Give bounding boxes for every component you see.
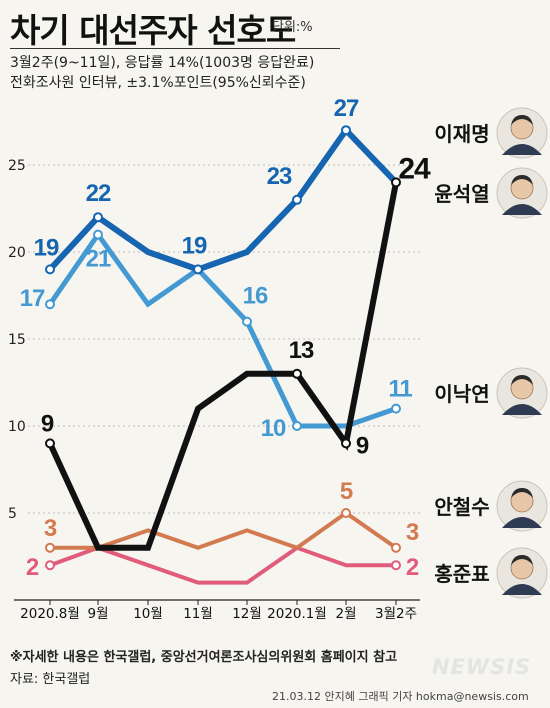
- data-point-안철수: [341, 508, 351, 518]
- credit-label: 21.03.12 안지혜 그래픽 기자 hokma@newsis.com: [272, 690, 529, 703]
- y-tick-label: 25: [8, 158, 26, 174]
- series-line-홍준표: [49, 545, 396, 585]
- series-line-안철수: [50, 510, 398, 551]
- data-label-윤석열: 24: [398, 152, 431, 185]
- x-tick-label: 2월: [335, 606, 356, 622]
- series-line-윤석열: [47, 181, 399, 551]
- portrait-hair-안철수: [511, 488, 533, 498]
- y-tick-label: 20: [8, 245, 26, 261]
- data-label-안철수: 3: [44, 515, 57, 542]
- series-line-이재명: [47, 125, 399, 273]
- data-label-안철수: 5: [340, 478, 353, 505]
- data-point-이재명: [93, 212, 103, 223]
- data-label-윤석열: 13: [289, 337, 314, 364]
- y-tick-label: 5: [8, 506, 17, 522]
- portrait-hair-홍준표: [511, 555, 533, 565]
- data-point-윤석열: [45, 438, 55, 449]
- source-label: 자료: 한국갤럽: [10, 672, 91, 687]
- portrait-hair-이낙연: [511, 375, 533, 385]
- x-tick-label: 10월: [133, 606, 163, 622]
- data-label-이재명: 19: [34, 234, 59, 261]
- unit-label: 단위:%: [272, 20, 313, 35]
- data-label-이낙연: 10: [261, 415, 286, 442]
- data-label-이낙연: 11: [388, 376, 412, 403]
- data-point-이낙연: [391, 403, 401, 414]
- x-tick-label: 11월: [183, 606, 213, 622]
- data-label-안철수: 3: [406, 519, 419, 546]
- data-point-이낙연: [45, 299, 55, 310]
- x-tick-label: 2020.8월: [20, 606, 80, 622]
- data-label-이낙연: 17: [20, 285, 45, 312]
- data-point-이재명: [341, 125, 351, 136]
- data-point-홍준표: [391, 560, 401, 571]
- title-divider: [10, 48, 340, 49]
- data-label-이재명: 22: [86, 180, 111, 207]
- data-point-홍준표: [45, 560, 55, 571]
- portrait-suit-안철수: [502, 517, 542, 528]
- data-point-안철수: [391, 542, 401, 553]
- y-tick-label: 10: [8, 419, 26, 435]
- data-label-이재명: 19: [182, 232, 207, 259]
- data-point-이재명: [292, 194, 302, 205]
- newsis-logo: NEWSIS: [432, 655, 532, 679]
- legend-label-윤석열: 윤석열: [434, 182, 489, 206]
- x-tick-label: 12월: [232, 606, 262, 622]
- subtitle-survey: 3월2주(9~11일), 응답률 14%(1003명 응답완료): [10, 55, 315, 71]
- data-point-이낙연: [93, 229, 103, 240]
- data-label-홍준표: 2: [26, 554, 39, 581]
- x-tick-label: 2020.1월: [267, 606, 327, 622]
- data-point-윤석열: [391, 177, 401, 188]
- subtitle-method: 전화조사원 인터뷰, ±3.1%포인트(95%신뢰수준): [10, 75, 306, 91]
- series-line-이낙연: [47, 230, 397, 429]
- footnote: ※자세한 내용은 한국갤럽, 중앙선거여론조사심의위원회 홈페이지 참고: [10, 650, 398, 665]
- data-point-이재명: [193, 264, 203, 275]
- portrait-suit-이낙연: [502, 404, 542, 415]
- portrait-hair-윤석열: [511, 175, 533, 185]
- data-label-홍준표: 2: [406, 554, 419, 581]
- data-point-윤석열: [341, 438, 351, 449]
- portrait-suit-홍준표: [502, 584, 542, 595]
- title-row: 차기 대선주자 선호도: [10, 4, 296, 52]
- data-label-이재명: 27: [334, 95, 359, 122]
- data-label-이재명: 23: [267, 163, 292, 190]
- legend-label-안철수: 안철수: [434, 495, 489, 519]
- data-label-이낙연: 16: [243, 283, 268, 310]
- legend-label-이낙연: 이낙연: [434, 382, 489, 406]
- y-tick-label: 15: [8, 332, 26, 348]
- data-label-윤석열: 9: [41, 410, 54, 437]
- x-tick-label: 3월2주: [375, 606, 417, 622]
- data-point-윤석열: [292, 368, 302, 379]
- legend-label-이재명: 이재명: [434, 122, 489, 146]
- portrait-suit-이재명: [502, 144, 542, 155]
- x-tick-label: 9월: [87, 606, 108, 622]
- data-point-안철수: [45, 542, 55, 553]
- data-label-윤석열: 9: [356, 432, 369, 459]
- page-title: 차기 대선주자 선호도: [10, 11, 296, 50]
- data-label-이낙연: 21: [86, 246, 111, 273]
- portrait-hair-이재명: [511, 115, 533, 125]
- data-point-이낙연: [292, 421, 302, 431]
- data-point-이재명: [45, 264, 55, 275]
- legend-label-홍준표: 홍준표: [434, 562, 489, 586]
- portrait-suit-윤석열: [502, 204, 542, 215]
- data-point-이낙연: [242, 316, 252, 327]
